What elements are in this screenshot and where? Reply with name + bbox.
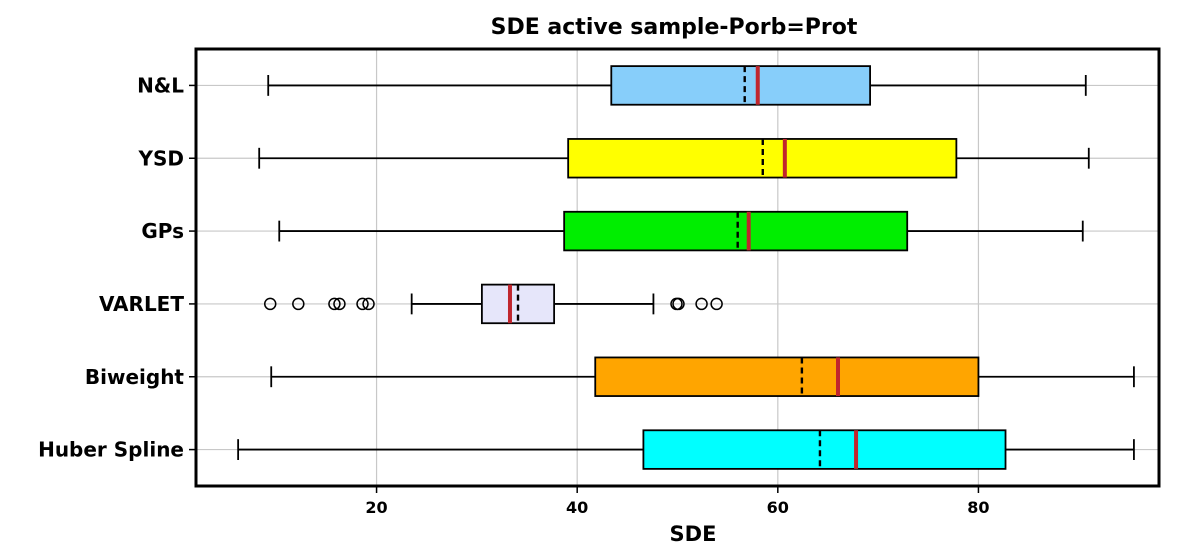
outlier-point (710, 297, 723, 311)
box-huber-spline (237, 429, 1135, 470)
outlier-point (362, 297, 375, 311)
box-gps (278, 210, 1084, 252)
box-varlet (263, 283, 723, 325)
outlier-point (333, 297, 346, 311)
box-iqr (642, 429, 1007, 470)
box-series (237, 65, 1135, 470)
box-iqr (610, 65, 872, 106)
x-tick-label: 20 (365, 498, 387, 517)
outlier-point (695, 297, 708, 311)
x-axis-label: SDE (670, 522, 717, 546)
y-tick-label: VARLET (99, 292, 184, 316)
chart-title: SDE active sample-Porb=Prot (491, 15, 858, 40)
x-tick-label: 40 (566, 498, 588, 517)
outlier-point (356, 297, 369, 311)
box-iqr (563, 210, 909, 252)
y-tick-label: Huber Spline (38, 438, 184, 462)
x-tick-label: 80 (967, 498, 989, 517)
x-axis-ticks: 20 40 60 80 (365, 486, 990, 517)
outlier-point (292, 297, 305, 311)
box-iqr (594, 356, 980, 397)
y-tick-label: GPs (141, 219, 184, 243)
outlier-point (328, 297, 341, 311)
box-n-l (267, 65, 1087, 106)
y-tick-label: Biweight (85, 365, 185, 389)
box-biweight (270, 356, 1135, 397)
outlier-point (263, 297, 277, 311)
y-axis-ticks: N&L YSD GPs VARLET Biweight Huber Spline (38, 73, 196, 462)
grid-lines (196, 49, 1159, 486)
x-tick-label: 60 (767, 498, 789, 517)
y-tick-label: YSD (138, 146, 185, 170)
y-tick-label: N&L (137, 73, 184, 97)
plot-frame (194, 47, 1161, 488)
box-ysd (258, 138, 1090, 179)
outlier-point (672, 297, 685, 311)
